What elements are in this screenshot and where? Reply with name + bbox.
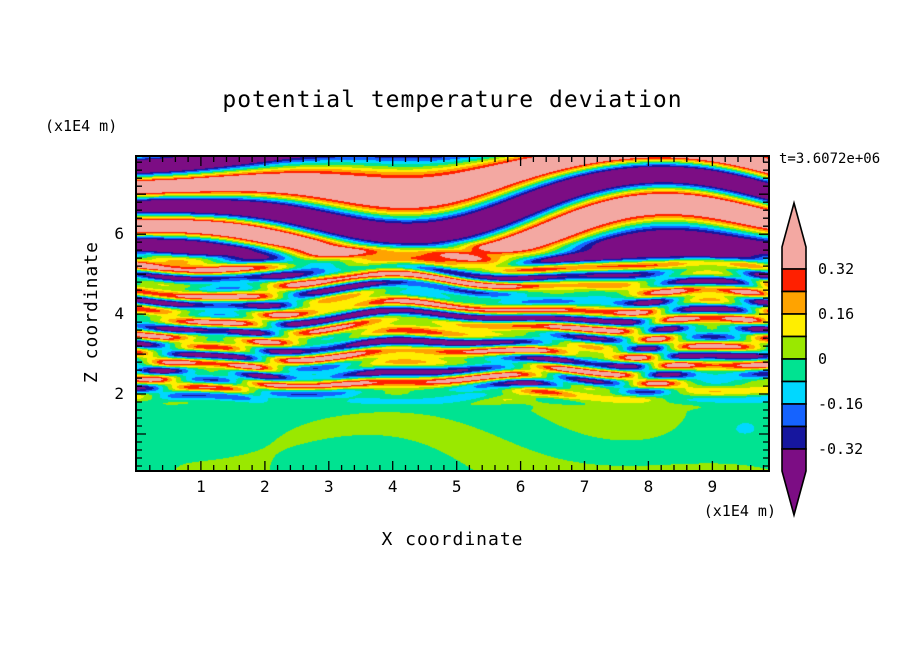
y-axis-unit-label: (x1E4 m) (45, 117, 118, 135)
colorbar-tick-label: 0.32 (818, 260, 854, 278)
axis-ticks (137, 157, 768, 470)
time-annotation: t=3.6072e+06 (779, 151, 881, 167)
plot-area (135, 155, 770, 472)
colorbar-segment (781, 290, 807, 315)
y-tick-label: 2 (114, 384, 124, 404)
colorbar-segment (781, 335, 807, 360)
heatmap-canvas (137, 157, 768, 470)
x-tick-label: 8 (643, 477, 654, 496)
colorbar: 0.32 0.16 0 -0.16 -0.32 (781, 199, 863, 519)
colorbar-segment (781, 313, 807, 338)
colorbar-segment (781, 380, 807, 405)
x-tick-label: 2 (260, 477, 270, 496)
colorbar-tick-label: 0 (818, 350, 827, 368)
x-tick-label: 6 (515, 477, 526, 496)
chart-title: potential temperature deviation (222, 87, 683, 113)
colorbar-segment (781, 403, 807, 428)
x-tick-label: 4 (387, 477, 398, 496)
colorbar-tick-label: 0.16 (818, 305, 854, 323)
colorbar-tick-label: -0.32 (818, 440, 863, 458)
colorbar-up-arrow (781, 199, 807, 270)
tick-marks (137, 157, 768, 470)
x-tick-label: 9 (707, 477, 718, 496)
y-tick-label: 4 (114, 304, 124, 324)
colorbar-down-arrow (781, 448, 807, 519)
colorbar-tick-label: -0.16 (818, 395, 863, 413)
x-tick-label: 1 (196, 477, 206, 496)
x-tick-label: 5 (451, 477, 462, 496)
colorbar-segment (781, 268, 807, 293)
colorbar-segment (781, 358, 807, 383)
x-axis-label: X coordinate (381, 529, 524, 550)
colorbar-segment (781, 425, 807, 450)
x-tick-label: 7 (579, 477, 590, 496)
x-axis-unit-label: (x1E4 m) (703, 502, 776, 520)
y-tick-label: 6 (114, 224, 124, 244)
x-tick-label: 3 (323, 477, 334, 496)
